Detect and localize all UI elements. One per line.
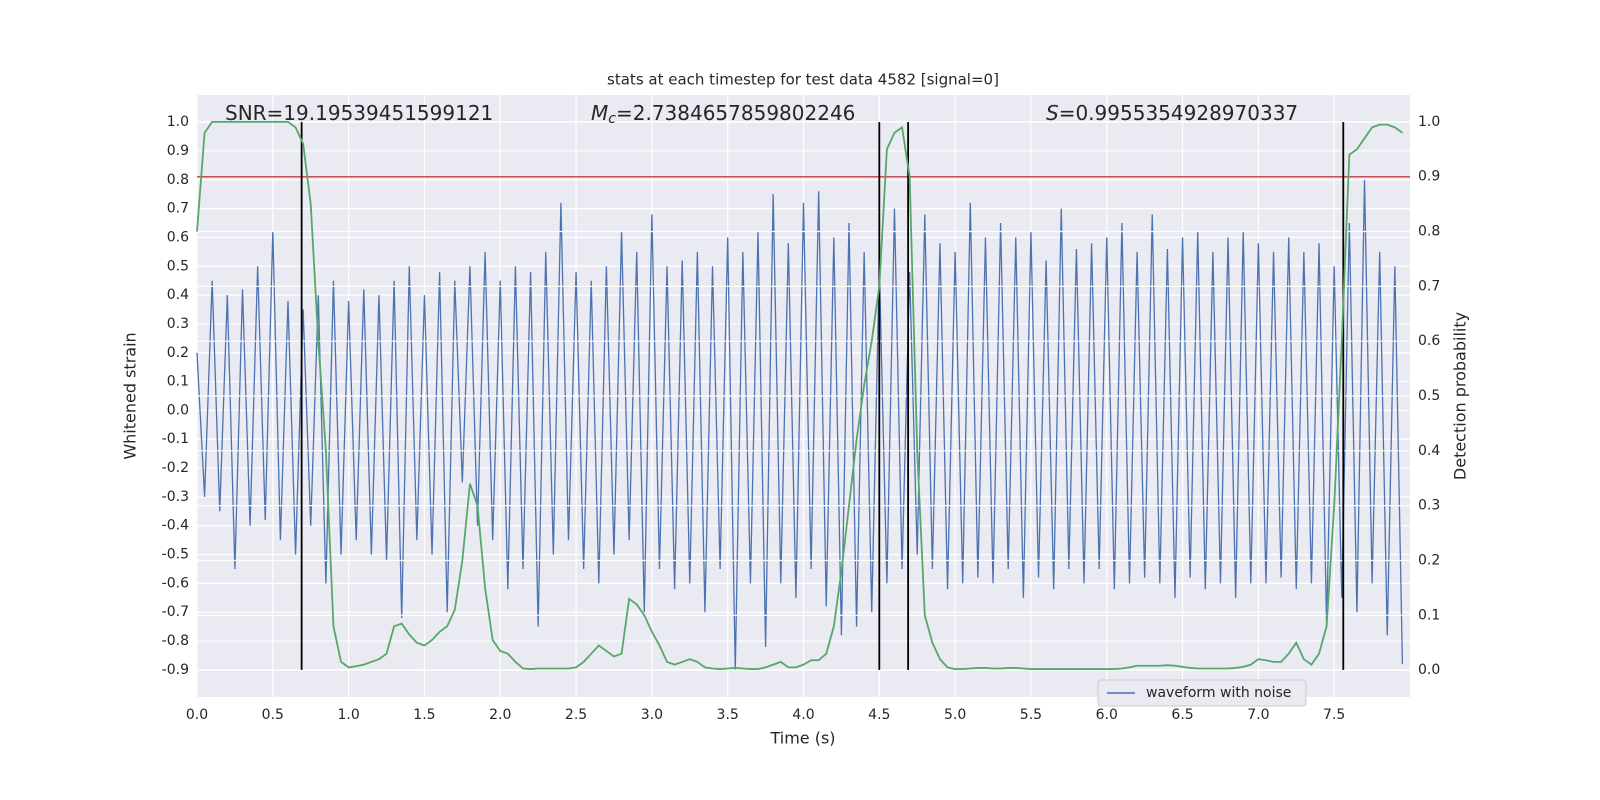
y-tick-label: 0.6 — [167, 229, 189, 245]
y-tick-label: -0.5 — [162, 547, 189, 563]
legend-box — [1097, 679, 1307, 707]
y2-tick-label: 0.4 — [1418, 443, 1440, 459]
x-axis-label: Time (s) — [769, 729, 835, 748]
x-tick-label: 3.0 — [641, 707, 663, 723]
x-tick-label: 2.0 — [489, 707, 511, 723]
annotation-subscript: c — [608, 111, 616, 127]
y-tick-label: 0.7 — [167, 201, 189, 217]
y2-tick-label: 0.2 — [1418, 552, 1440, 568]
y-tick-label: -0.2 — [162, 460, 189, 476]
annotation: S=0.9955354928970337 — [1046, 101, 1298, 125]
y2-tick-label: 0.7 — [1418, 278, 1440, 294]
chart-title: stats at each timestep for test data 458… — [607, 71, 999, 89]
annotation-text: SNR=19.19539451599121 — [225, 101, 493, 125]
x-tick-label: 5.5 — [1020, 707, 1042, 723]
x-tick-label: 4.5 — [868, 707, 890, 723]
y-tick-label: 0.1 — [167, 374, 189, 390]
x-tick-label: 1.0 — [337, 707, 359, 723]
x-tick-label: 7.0 — [1247, 707, 1269, 723]
y-tick-label: -0.4 — [162, 518, 189, 534]
y-tick-label: -0.9 — [162, 662, 189, 678]
y-tick-label: -0.1 — [162, 431, 189, 447]
x-tick-label: 6.5 — [1171, 707, 1193, 723]
annotation-symbol: M — [591, 101, 608, 125]
y-tick-label: 0.8 — [167, 172, 189, 188]
y2-tick-label: 0.6 — [1418, 333, 1440, 349]
y2-axis-label: Detection probability — [1451, 312, 1470, 480]
y2-tick-label: 1.0 — [1418, 114, 1440, 130]
annotation-symbol: S — [1046, 101, 1059, 125]
x-tick-label: 1.5 — [413, 707, 435, 723]
annotation-text: =0.9955354928970337 — [1059, 101, 1298, 125]
x-tick-label: 5.0 — [944, 707, 966, 723]
y-tick-label: -0.8 — [162, 633, 189, 649]
y2-tick-label: 0.8 — [1418, 224, 1440, 240]
y2-tick-label: 0.5 — [1418, 388, 1440, 404]
x-tick-label: 0.5 — [262, 707, 284, 723]
y2-tick-label: 0.3 — [1418, 498, 1440, 514]
x-tick-label: 6.0 — [1096, 707, 1118, 723]
y-tick-label: 0.2 — [167, 345, 189, 361]
x-tick-label: 3.5 — [717, 707, 739, 723]
x-tick-label: 7.5 — [1323, 707, 1345, 723]
y-tick-label: 0.9 — [167, 143, 189, 159]
y-tick-label: -0.7 — [162, 604, 189, 620]
y-tick-label: 1.0 — [167, 114, 189, 130]
y-axis-label: Whitened strain — [121, 332, 140, 459]
x-tick-label: 2.5 — [565, 707, 587, 723]
y2-tick-label: 0.1 — [1418, 607, 1440, 623]
y-tick-label: 0.0 — [167, 402, 189, 418]
y-tick-label: -0.3 — [162, 489, 189, 505]
x-tick-label: 0.0 — [186, 707, 208, 723]
y2-tick-label: 0.0 — [1418, 662, 1440, 678]
series-line — [196, 179, 1404, 670]
y2-tick-label: 0.9 — [1418, 169, 1440, 185]
y-tick-label: 0.4 — [167, 287, 189, 303]
y-tick-label: 0.5 — [167, 258, 189, 274]
annotation-text: =2.7384657859802246 — [616, 101, 855, 125]
legend-label: waveform with noise — [1146, 685, 1291, 701]
series-line — [196, 120, 1403, 670]
y-tick-label: 0.3 — [167, 316, 189, 332]
annotation: Mc=2.7384657859802246 — [591, 101, 855, 128]
y-tick-label: -0.6 — [162, 575, 189, 591]
annotation: SNR=19.19539451599121 — [225, 101, 493, 125]
x-tick-label: 4.0 — [792, 707, 814, 723]
